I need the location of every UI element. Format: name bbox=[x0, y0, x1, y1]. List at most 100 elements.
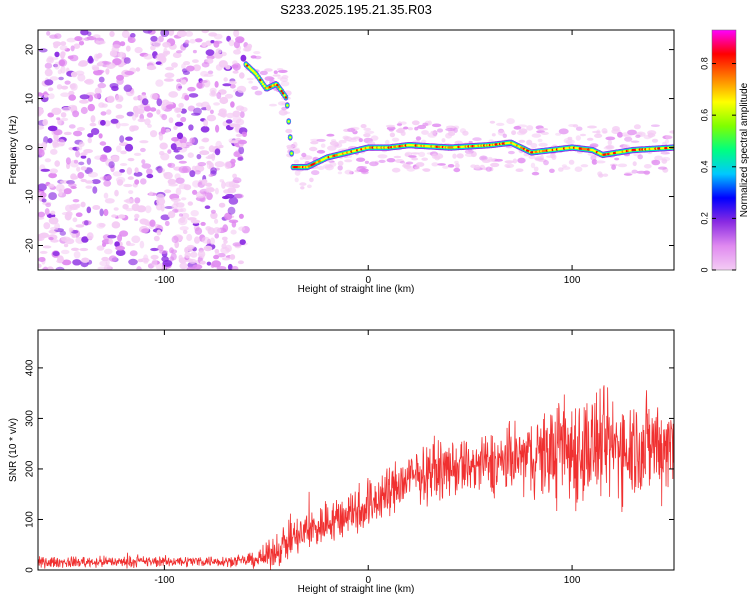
spectrogram-noise-blob bbox=[44, 62, 53, 69]
spectrogram-halo-blob bbox=[414, 126, 419, 131]
spectrogram-noise-blob bbox=[169, 256, 175, 262]
spectrogram-track-cell bbox=[283, 94, 286, 97]
spectrogram-noise-blob bbox=[77, 61, 88, 67]
spectrogram-halo-blob bbox=[579, 133, 587, 137]
spectrogram-noise-blob bbox=[239, 72, 245, 79]
spectrogram-noise-blob bbox=[60, 85, 69, 90]
spectrogram-noise-blob bbox=[136, 205, 147, 213]
spectrogram-noise-blob bbox=[224, 161, 232, 169]
spectrogram-halo-blob bbox=[485, 166, 492, 172]
spectrogram-noise-blob bbox=[103, 180, 112, 187]
snr-x-tick-label: 100 bbox=[564, 575, 581, 586]
spectrogram-x-tick-label: 0 bbox=[365, 275, 371, 286]
spectrogram-noise-blob bbox=[156, 165, 163, 174]
spectrogram-track-cell bbox=[263, 84, 266, 88]
spectrogram-halo-blob bbox=[326, 133, 335, 137]
spectrogram-noise-blob bbox=[195, 102, 204, 107]
spectrogram-noise-blob bbox=[79, 94, 90, 100]
spectrogram-noise-blob bbox=[140, 178, 147, 185]
spectrogram-noise-blob bbox=[232, 70, 239, 74]
spectrogram-noise-blob bbox=[194, 236, 200, 244]
spectrogram-halo-blob bbox=[597, 171, 603, 176]
spectrogram-halo-blob bbox=[377, 154, 388, 159]
spectrogram-y-tick-label: 20 bbox=[25, 44, 36, 56]
spectrogram-halo-blob bbox=[283, 111, 291, 115]
spectrogram-noise-blob bbox=[163, 78, 174, 82]
spectrogram-noise-blob bbox=[87, 57, 94, 64]
spectrogram-noise-blob bbox=[186, 233, 193, 242]
spectrogram-halo-blob bbox=[391, 137, 400, 142]
spectrogram-noise-blob bbox=[85, 180, 94, 184]
spectrogram-noise-blob bbox=[69, 83, 76, 89]
spectrogram-noise-blob bbox=[98, 133, 103, 139]
spectrogram-halo-blob bbox=[264, 68, 273, 72]
spectrogram-noise-blob bbox=[206, 104, 211, 111]
spectrogram-noise-blob bbox=[48, 93, 55, 100]
spectrogram-noise-blob bbox=[210, 40, 215, 44]
spectrogram-noise-blob bbox=[92, 205, 101, 210]
spectrogram-noise-blob bbox=[65, 204, 73, 212]
spectrogram-noise-blob bbox=[104, 248, 113, 255]
colorbar-ticks: 0 0.2 0.4 0.6 0.8 bbox=[699, 57, 736, 273]
spectrogram-noise-blob bbox=[71, 233, 77, 238]
spectrogram-noise-blob bbox=[190, 219, 201, 224]
spectrogram-noise-blob bbox=[87, 133, 94, 138]
spectrogram-halo-blob bbox=[415, 136, 422, 141]
spectrogram-noise-blob bbox=[42, 266, 49, 270]
spectrogram-noise-blob bbox=[48, 87, 54, 92]
spectrogram-halo-blob bbox=[347, 127, 356, 133]
spectrogram-noise-blob bbox=[206, 261, 212, 266]
spectrogram-halo-blob bbox=[568, 159, 575, 165]
spectrogram-noise-blob bbox=[209, 237, 215, 245]
spectrogram-noise-blob bbox=[202, 137, 210, 143]
spectrogram-noise-blob bbox=[123, 84, 132, 92]
spectrogram-noise-blob bbox=[210, 209, 216, 214]
spectrogram-halo-blob bbox=[431, 153, 438, 159]
spectrogram-noise-blob bbox=[104, 198, 115, 204]
spectrogram-halo-blob bbox=[331, 139, 337, 142]
spectrogram-halo-blob bbox=[531, 171, 540, 176]
spectrogram-noise-blob bbox=[141, 98, 149, 106]
spectrogram-noise-blob bbox=[131, 235, 141, 244]
spectrogram-noise-blob bbox=[64, 80, 71, 85]
spectrogram-noise-blob bbox=[189, 39, 196, 44]
spectrogram-halo-blob bbox=[396, 123, 402, 126]
spectrogram-noise-blob bbox=[194, 38, 203, 43]
spectrogram-noise-blob bbox=[228, 39, 235, 47]
spectrogram-noise-blob bbox=[80, 152, 88, 156]
spectrogram-noise-blob bbox=[44, 68, 53, 77]
spectrogram-halo-blob bbox=[292, 141, 298, 148]
spectrogram-halo-blob bbox=[399, 161, 406, 164]
spectrogram-noise-blob bbox=[127, 157, 135, 162]
spectrogram-y-tick-label: 10 bbox=[25, 93, 36, 105]
spectrogram-noise-blob bbox=[102, 175, 108, 181]
spectrogram-noise-blob bbox=[239, 239, 246, 246]
spectrogram-noise-blob bbox=[159, 250, 168, 254]
spectrogram-halo-blob bbox=[518, 139, 526, 143]
spectrogram-halo-blob bbox=[276, 68, 284, 71]
spectrogram-noise-blob bbox=[178, 183, 188, 190]
spectrogram-noise-blob bbox=[171, 137, 180, 142]
spectrogram-noise-blob bbox=[46, 266, 54, 270]
spectrogram-noise-blob bbox=[51, 107, 62, 116]
colorbar-label: Normalized spectral amplitude bbox=[739, 82, 750, 217]
spectrogram-noise-blob bbox=[176, 113, 181, 118]
spectrogram-noise-blob bbox=[72, 199, 80, 203]
spectrogram-noise-blob bbox=[39, 250, 48, 254]
spectrogram-noise-blob bbox=[206, 187, 215, 193]
spectrogram-noise-blob bbox=[176, 30, 187, 38]
spectrogram-noise-blob bbox=[189, 170, 196, 178]
spectrogram-noise-blob bbox=[201, 236, 210, 244]
spectrogram-noise-blob bbox=[141, 163, 152, 169]
spectrogram-noise-blob bbox=[150, 93, 159, 100]
spectrogram-noise-blob bbox=[111, 214, 117, 218]
spectrogram-noise-blob bbox=[219, 96, 229, 105]
spectrogram-noise-blob bbox=[209, 87, 217, 94]
spectrogram-halo-blob bbox=[635, 134, 641, 138]
spectrogram-noise-blob bbox=[238, 139, 248, 145]
spectrogram-noise-blob bbox=[173, 201, 179, 206]
spectrogram-noise-blob bbox=[167, 211, 176, 219]
spectrogram-halo-blob bbox=[580, 164, 589, 168]
spectrogram-noise-blob bbox=[196, 154, 202, 160]
spectrogram-halo-blob bbox=[358, 138, 363, 143]
